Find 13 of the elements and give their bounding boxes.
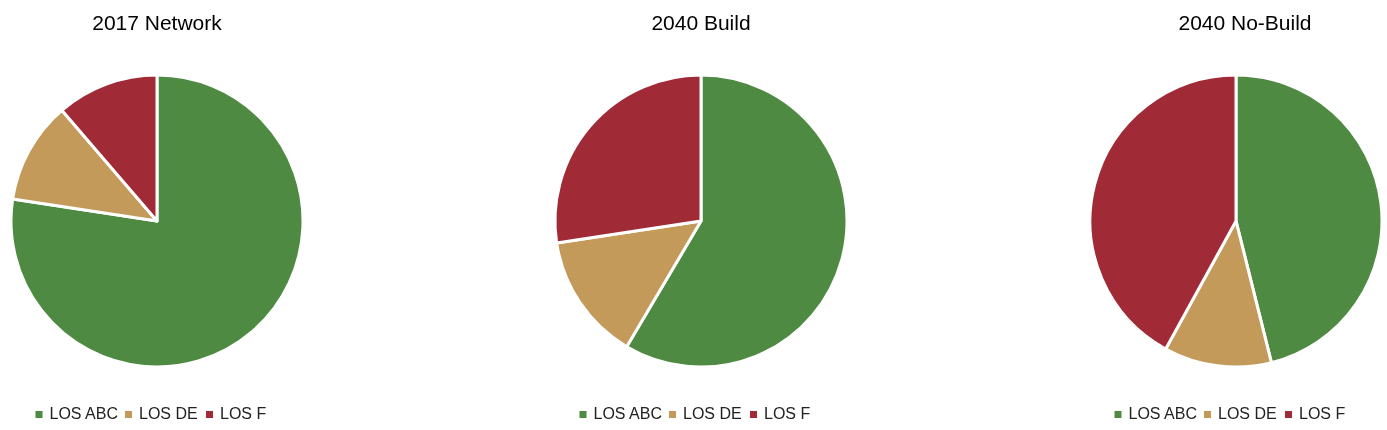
legend-label: LOS ABC: [1128, 405, 1197, 422]
legend-label: LOS ABC: [49, 405, 118, 422]
legend-label: LOS ABC: [593, 405, 662, 422]
legend-label: LOS F: [1299, 405, 1346, 422]
legend-label: LOS DE: [139, 405, 198, 422]
legend-label: LOS F: [220, 405, 267, 422]
chart-title: 2040 Build: [651, 11, 751, 34]
chart-title: 2017 Network: [92, 11, 223, 34]
pie-slice: [9, 73, 305, 369]
chart-title: 2040 No-Build: [1178, 11, 1312, 34]
legend-label: LOS F: [764, 405, 811, 422]
legend-label: LOS DE: [1218, 405, 1277, 422]
legend-label: LOS DE: [683, 405, 742, 422]
